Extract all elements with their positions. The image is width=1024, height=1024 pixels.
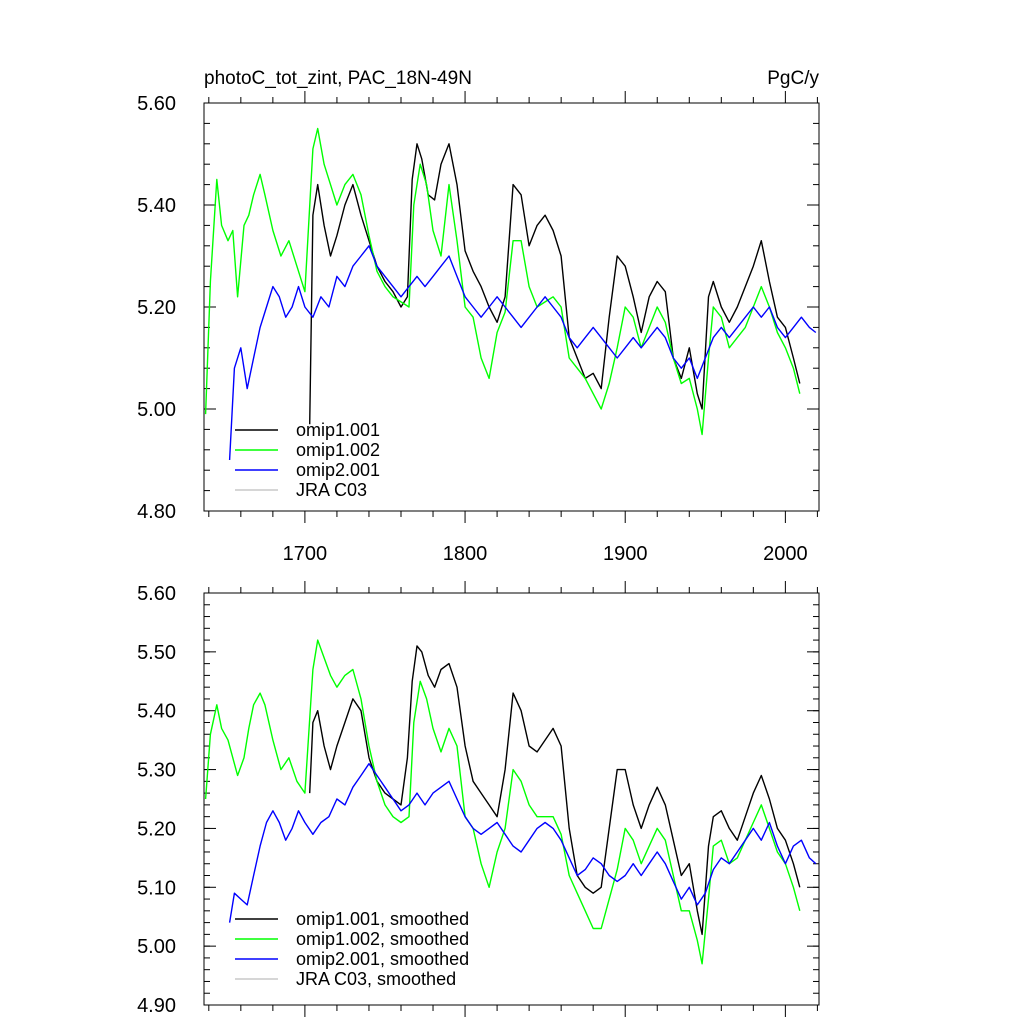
- legend-label: omip1.002, smoothed: [296, 929, 469, 949]
- series-line-omip2-001: [228, 245, 817, 461]
- x-tick-label: 1900: [603, 543, 648, 565]
- x-tick-label: 1700: [283, 543, 328, 565]
- series-line-omip1-001: [309, 143, 801, 425]
- y-tick-label: 5.60: [137, 583, 176, 605]
- x-tick-label: 1800: [443, 543, 488, 565]
- y-tick-label: 5.60: [137, 93, 176, 115]
- x-tick-label: 2000: [763, 543, 808, 565]
- y-tick-label: 5.00: [137, 399, 176, 421]
- chart-title: photoC_tot_zint, PAC_18N-49N: [204, 68, 472, 89]
- y-tick-label: 5.10: [137, 877, 176, 899]
- y-tick-label: 5.20: [137, 297, 176, 319]
- chart-panel-1: photoC_tot_zint, PAC_18N-49N PgC/y 4.80 5.0…: [137, 68, 820, 565]
- legend-label: omip1.002: [296, 440, 380, 460]
- y-tick-label: 5.30: [137, 760, 176, 782]
- chart-panel-2: 4.90 5.00 5.10 5.20 5.30 5.40 5.50 5.60 omip1.00…: [137, 581, 820, 1017]
- series-line-omip1-002-smoothed: [204, 639, 801, 965]
- y-tick-label: 5.50: [137, 642, 176, 664]
- y-tick-label: 4.80: [137, 501, 176, 523]
- y-tick-label: 5.00: [137, 936, 176, 958]
- series-line-omip1-001-smoothed: [309, 645, 801, 936]
- y-tick-label: 5.40: [137, 701, 176, 723]
- units-label: PgC/y: [767, 68, 819, 89]
- series-line-omip1-002: [204, 127, 801, 436]
- legend-label: JRA C03: [296, 480, 367, 500]
- plot-frame: [203, 592, 820, 1006]
- y-tick-label: 4.90: [137, 995, 176, 1017]
- series-line-omip2-001-smoothed: [228, 763, 817, 923]
- legend-label: omip2.001, smoothed: [296, 949, 469, 969]
- y-tick-label: 5.40: [137, 195, 176, 217]
- legend-label: omip1.001: [296, 420, 380, 440]
- legend-label: omip2.001: [296, 460, 380, 480]
- legend-label: JRA C03, smoothed: [296, 969, 456, 989]
- y-tick-label: 5.20: [137, 818, 176, 840]
- legend-label: omip1.001, smoothed: [296, 909, 469, 929]
